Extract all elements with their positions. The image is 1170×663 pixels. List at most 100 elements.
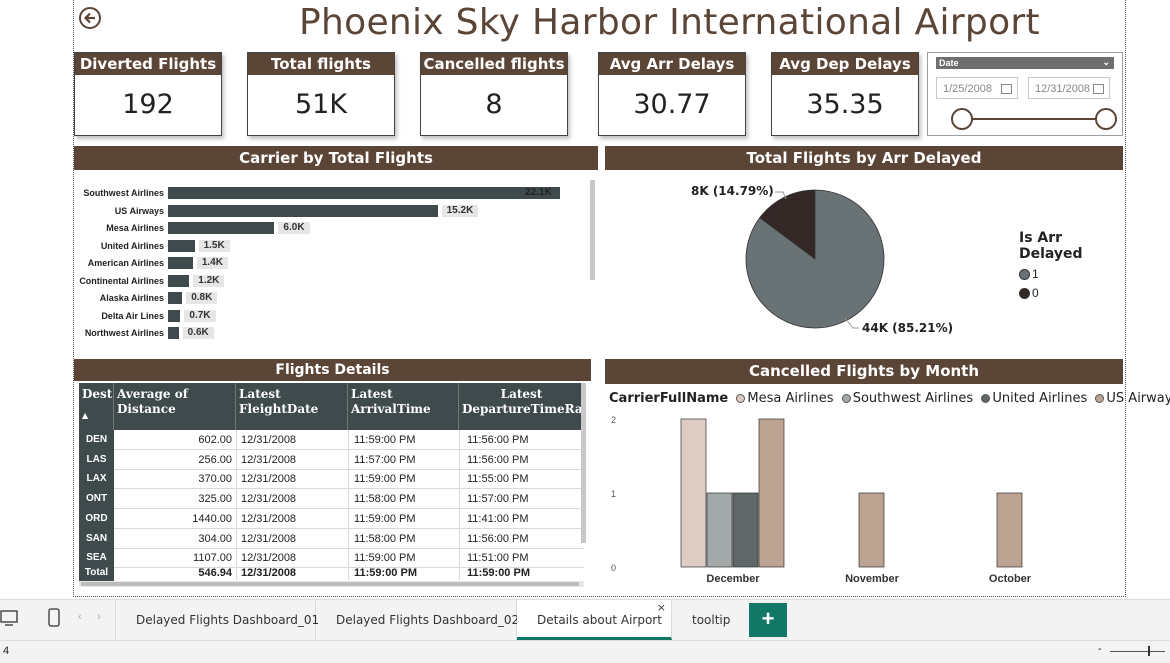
close-tab-icon[interactable]: × — [656, 601, 666, 614]
table-cell: 546.94 — [198, 567, 232, 579]
tab-scroll-right-icon[interactable]: › — [97, 611, 101, 623]
table-row-dest[interactable]: ORD — [79, 508, 114, 529]
carrier-bar[interactable] — [168, 239, 195, 252]
carrier-bar-row[interactable]: Alaska Airlines 0.8K — [74, 290, 594, 306]
slider-end-handle[interactable] — [1095, 108, 1117, 130]
carrier-bar-row[interactable]: American Airlines 1.4K — [74, 255, 594, 271]
pie-legend-title: Is Arr Delayed — [1019, 230, 1083, 262]
x-category-label: November — [845, 573, 900, 585]
column-bar[interactable] — [858, 492, 885, 568]
legend-item-mesa[interactable]: Mesa Airlines — [732, 391, 834, 406]
table-row-dest[interactable]: SAN — [79, 528, 114, 549]
carrier-label: Northwest Airlines — [84, 328, 164, 338]
y-tick-label: 1 — [611, 489, 616, 499]
table-cell: 12/31/2008 — [241, 512, 297, 525]
col-arrival-time[interactable]: Latest ArrivalTime — [348, 383, 459, 430]
table-cell: 11:59:00 PM — [467, 567, 530, 579]
table-hscrollbar[interactable] — [79, 581, 584, 587]
cancelled-chart-svg: 0 1 2 December November October — [611, 415, 1032, 585]
carrier-bar-row[interactable]: Southwest Airlines 22.1K — [74, 185, 594, 201]
pie-slice-1[interactable] — [745, 189, 885, 329]
tab-details-airport[interactable]: Details about Airport × — [517, 600, 672, 640]
zoom-out-icon[interactable]: - — [1098, 643, 1102, 655]
carrier-data-label: 6.0K — [278, 222, 310, 234]
legend-item-1[interactable]: 1 — [1019, 267, 1125, 281]
table-cell: 12/31/2008 — [241, 552, 297, 565]
carrier-bar[interactable] — [168, 292, 183, 304]
tab-dashboard-01[interactable]: Delayed Flights Dashboard_01 — [115, 600, 319, 640]
slider-track — [961, 118, 1106, 120]
column-bar[interactable] — [758, 418, 785, 568]
col-flight-date[interactable]: Latest FleightDate — [236, 383, 348, 430]
table-row-dest[interactable]: LAX — [79, 469, 114, 490]
carrier-bar-row[interactable]: Continental Airlines 1.2K — [74, 273, 594, 289]
status-bar: 4 - — [0, 640, 1170, 663]
carrier-bar[interactable] — [168, 204, 438, 217]
desktop-view-icon[interactable] — [0, 608, 20, 628]
carrier-bar-row[interactable]: Mesa Airlines 6.0K — [74, 220, 594, 236]
pie-svg — [745, 189, 885, 329]
calendar-icon[interactable] — [1001, 84, 1012, 94]
col-departure-time[interactable]: Latest DepartureTimeRaw — [462, 387, 584, 416]
carrier-bar-row[interactable]: Delta Air Lines 0.7K — [74, 308, 594, 324]
table-cell: 370.00 — [198, 473, 232, 486]
column-bar[interactable] — [732, 492, 759, 568]
legend-item-us-airways[interactable]: US Airways — [1091, 391, 1170, 406]
carrier-bar[interactable] — [168, 309, 181, 322]
carrier-bar[interactable] — [168, 257, 193, 269]
legend-item-southwest[interactable]: Southwest Airlines — [838, 391, 973, 406]
row-divider — [114, 449, 584, 450]
table-row-dest[interactable]: ONT — [79, 489, 114, 510]
carrier-data-label: 1.2K — [193, 274, 225, 287]
total-label[interactable]: Total — [79, 565, 114, 581]
back-arrow-icon[interactable] — [79, 7, 101, 29]
calendar-icon[interactable] — [1093, 84, 1104, 94]
hscroll-thumb[interactable] — [81, 582, 579, 586]
chevron-down-icon[interactable]: ⌄ — [1102, 57, 1110, 67]
zoom-slider[interactable] — [1110, 646, 1165, 656]
table-cell: 304.00 — [198, 532, 232, 545]
table-vscrollbar[interactable] — [581, 383, 586, 543]
carrier-bar-row[interactable]: United Airlines 1.5K — [74, 238, 594, 254]
carrier-data-label: 0.6K — [182, 327, 214, 339]
carrier-bar[interactable] — [168, 222, 275, 234]
page-tabs-bar: ‹ › Delayed Flights Dashboard_01 Delayed… — [0, 599, 1170, 640]
mobile-view-icon[interactable] — [48, 608, 62, 628]
tab-scroll-left-icon[interactable]: ‹ — [78, 611, 82, 623]
column-bar[interactable] — [996, 492, 1023, 568]
carrier-bar-row[interactable]: US Airways 15.2K — [74, 203, 594, 219]
y-tick-label: 0 — [611, 563, 616, 573]
zoom-handle[interactable] — [1148, 646, 1150, 656]
table-row-dest[interactable]: LAS — [79, 449, 114, 470]
table-row-dest[interactable]: DEN — [79, 430, 114, 450]
legend-dot — [841, 394, 851, 403]
column-bar[interactable] — [680, 418, 707, 568]
carrier-bar-row[interactable]: Northwest Airlines 0.6K — [74, 325, 594, 341]
start-date-value: 1/25/2008 — [943, 83, 992, 95]
tab-dashboard-02[interactable]: Delayed Flights Dashboard_02 — [316, 600, 519, 640]
column-bar[interactable] — [706, 492, 733, 568]
start-date-input[interactable]: 1/25/2008 — [936, 77, 1018, 99]
row-divider — [114, 547, 584, 549]
col-distance[interactable]: Average of Distance — [114, 383, 236, 430]
end-date-input[interactable]: 12/31/2008 — [1028, 77, 1110, 99]
kpi-avg-dep-delays: Avg Dep Delays 35.35 — [771, 52, 919, 136]
legend-item-united[interactable]: United Airlines — [977, 391, 1087, 406]
page-number: 4 — [3, 645, 10, 657]
col-dest[interactable]: Dest ▲ — [79, 383, 114, 430]
legend-item-0[interactable]: 0 — [1019, 286, 1125, 300]
slider-start-handle[interactable] — [951, 108, 973, 130]
carrier-bar[interactable] — [168, 327, 179, 339]
tab-tooltip[interactable]: tooltip — [692, 613, 731, 627]
kpi-value: 192 — [122, 89, 174, 120]
carrier-chart-scrollbar[interactable] — [590, 180, 595, 280]
table-cell: 256.00 — [198, 453, 232, 466]
carrier-bar[interactable] — [168, 187, 560, 199]
pie-slice-0[interactable] — [759, 189, 816, 260]
carrier-bar[interactable] — [168, 274, 190, 287]
table-row-dest[interactable]: SEA — [79, 548, 114, 569]
legend-label: US Airways — [1106, 391, 1170, 406]
pie-chart-title: Total Flights by Arr Delayed — [605, 146, 1123, 170]
add-page-button[interactable]: + — [749, 603, 787, 637]
date-slicer[interactable]: Date ⌄ 1/25/2008 12/31/2008 — [927, 52, 1123, 136]
